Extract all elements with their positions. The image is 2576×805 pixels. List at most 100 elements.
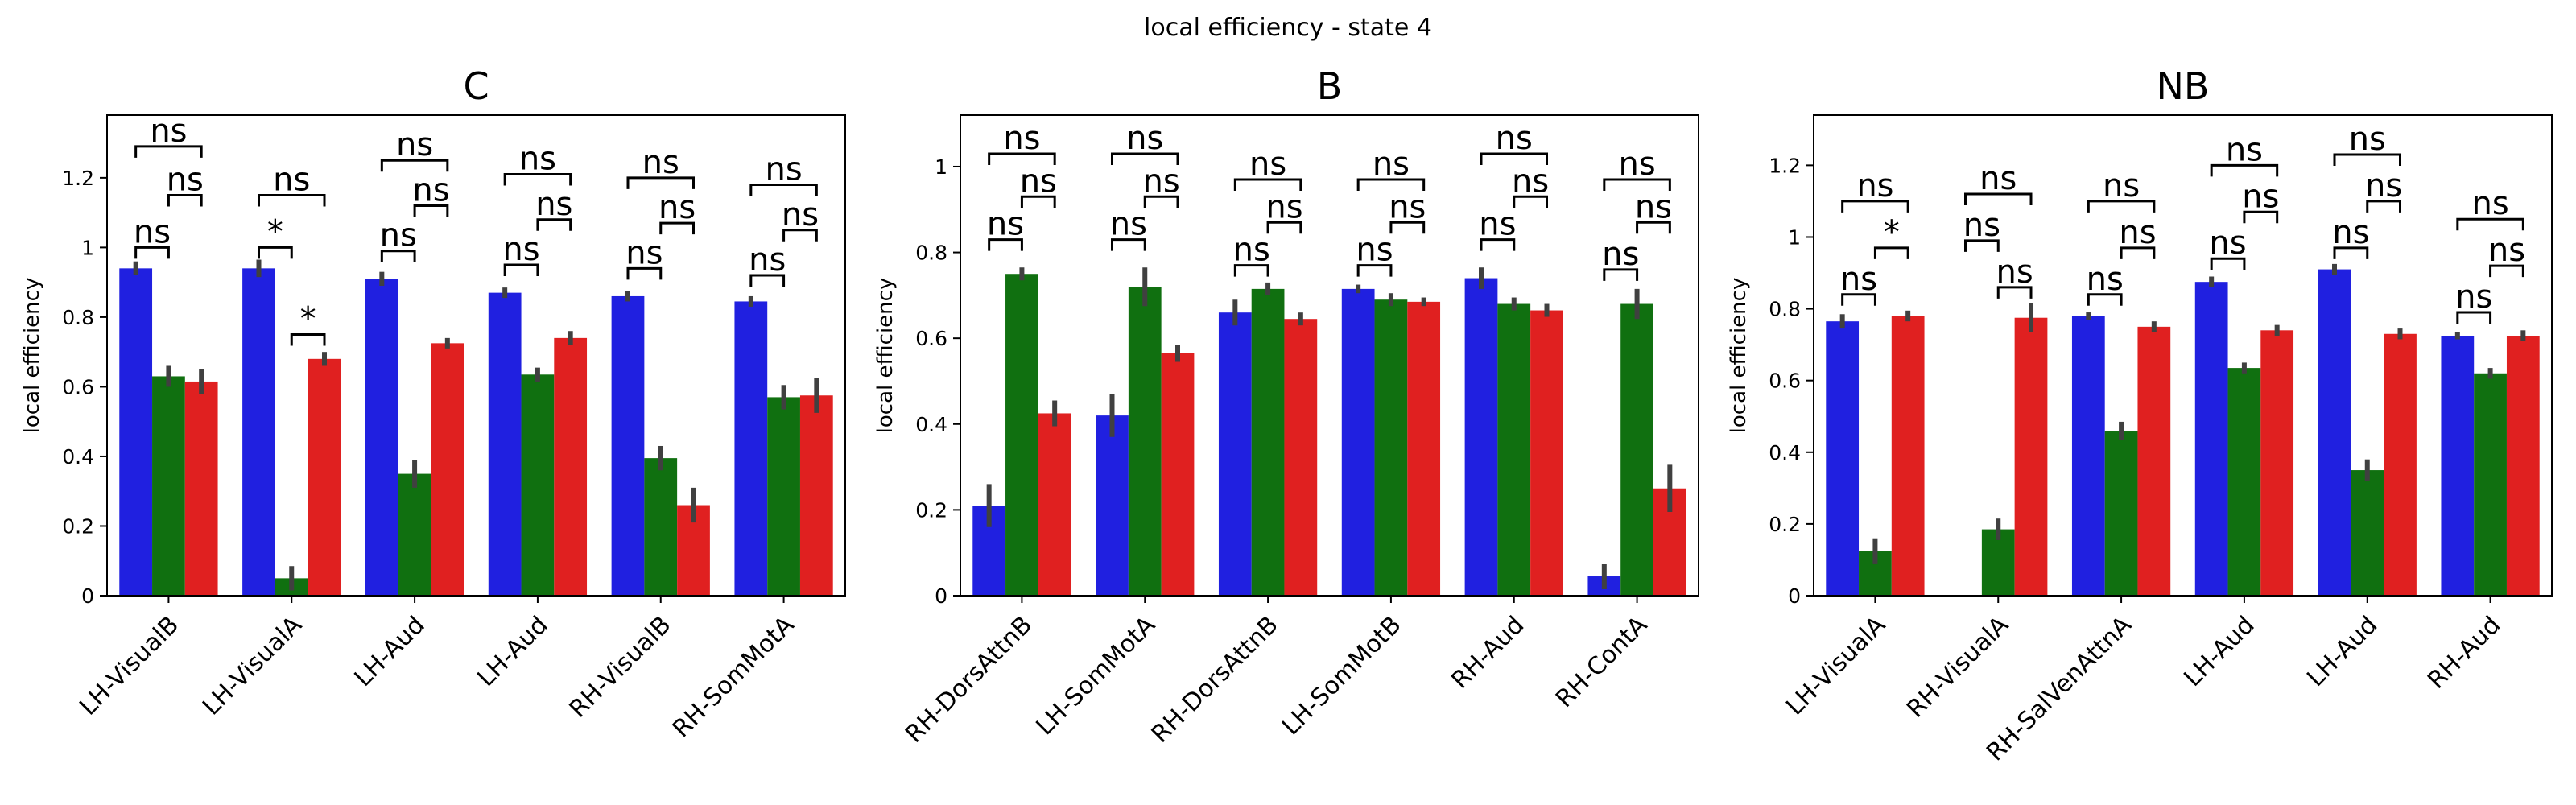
significance-bracket — [1233, 178, 1302, 191]
bar — [644, 458, 678, 596]
significance-bracket — [1636, 221, 1671, 234]
significance-bracket — [988, 238, 1023, 251]
bar — [2351, 470, 2384, 596]
x-tick-label: LH-Aud — [2301, 611, 2383, 692]
significance-label: ns — [1618, 146, 1655, 183]
significance-label: ns — [535, 186, 572, 223]
significance-label: ns — [412, 171, 449, 208]
significance-label: ns — [1389, 188, 1426, 225]
bar — [2104, 431, 2138, 596]
bar — [1096, 415, 1129, 596]
significance-bracket — [749, 274, 786, 287]
significance-bracket — [1233, 264, 1269, 277]
panel-nb: NBns*nsnsnsnsnsnsnsnsnsnsnsnsnsnsnsns00.… — [1727, 64, 2553, 766]
bar — [2260, 330, 2294, 596]
panel-title: NB — [2157, 64, 2210, 108]
significance-bracket — [1963, 239, 2000, 252]
bar — [1284, 319, 1318, 596]
significance-bracket — [1356, 264, 1393, 277]
significance-bracket — [626, 266, 663, 280]
significance-label: ns — [1003, 120, 1040, 157]
significance-label: ns — [2365, 167, 2402, 204]
bar — [308, 358, 341, 596]
significance-bracket — [749, 184, 818, 196]
significance-bracket — [2366, 200, 2402, 213]
bar — [2014, 317, 2048, 596]
significance-bracket — [2333, 246, 2369, 259]
y-tick-label: 0.6 — [1769, 369, 1801, 393]
significance-label: ns — [2471, 185, 2508, 222]
significance-label: ns — [1479, 206, 1516, 243]
significance-label: ns — [150, 113, 187, 150]
x-tick-label: LH-VisualA — [197, 611, 308, 721]
panel-title: B — [1317, 64, 1343, 108]
significance-bracket — [1020, 195, 1056, 208]
significance-bracket — [2087, 200, 2156, 213]
significance-bracket — [2087, 293, 2123, 306]
x-tick-label: LH-VisualB — [74, 611, 184, 721]
significance-label: ns — [380, 217, 417, 254]
x-tick-label: RH-ContA — [1550, 611, 1653, 713]
significance-bracket — [134, 145, 203, 158]
y-tick-label: 0.4 — [915, 413, 947, 436]
significance-bracket — [380, 159, 449, 172]
bar — [184, 381, 218, 596]
bar — [1981, 529, 2015, 596]
x-tick-label: RH-VisualA — [1901, 611, 2014, 724]
significance-label: ns — [987, 206, 1024, 243]
significance-bracket — [1603, 268, 1639, 281]
significance-label: ns — [658, 189, 696, 226]
y-tick-label: 0.8 — [915, 242, 947, 265]
significance-label: ns — [1249, 146, 1286, 183]
y-tick-label: 0.8 — [1769, 298, 1801, 321]
bar — [611, 295, 645, 596]
significance-bracket — [1356, 178, 1426, 191]
y-tick-label: 0.6 — [62, 375, 94, 398]
significance-bracket — [1841, 293, 1876, 306]
significance-bracket — [1110, 152, 1179, 165]
bar — [1005, 274, 1038, 596]
significance-label: * — [300, 301, 316, 338]
x-tick-label: LH-VisualA — [1781, 611, 1891, 721]
significance-label: ns — [2242, 178, 2279, 215]
y-tick-label: 0.2 — [1769, 513, 1801, 536]
bar — [431, 343, 464, 596]
bar — [2441, 335, 2475, 596]
axes-frame — [1813, 114, 2553, 597]
x-tick-label: RH-Aud — [2422, 611, 2506, 695]
significance-label: ns — [273, 162, 310, 199]
significance-label: ns — [2488, 232, 2525, 269]
bar — [1341, 288, 1375, 596]
significance-bracket — [536, 218, 572, 231]
bar — [1497, 303, 1531, 596]
significance-label: ns — [2455, 279, 2492, 316]
significance-bracket — [1143, 195, 1179, 208]
significance-label: ns — [1143, 163, 1180, 200]
significance-label: ns — [1126, 120, 1163, 157]
significance-bracket — [1110, 238, 1146, 251]
axes-frame — [960, 114, 1699, 597]
significance-label: ns — [625, 234, 663, 271]
y-tick-label: 1.2 — [62, 167, 94, 190]
y-tick-label: 1.2 — [1769, 154, 1801, 177]
bar — [1530, 310, 1563, 596]
significance-label: ns — [1856, 167, 1893, 204]
significance-bracket — [1603, 178, 1671, 191]
significance-label: ns — [1963, 207, 2000, 244]
significance-label: ns — [396, 126, 433, 163]
bar — [398, 473, 431, 596]
significance-bracket — [257, 246, 293, 259]
x-tick-label: RH-Aud — [1446, 611, 1530, 695]
significance-label: ns — [519, 141, 556, 178]
y-axis-label: local efficiency — [1727, 278, 1751, 434]
significance-label: ns — [2349, 121, 2386, 158]
bar — [1826, 321, 1860, 596]
y-tick-label: 0 — [81, 584, 94, 608]
significance-label: ns — [2119, 214, 2156, 251]
significance-label: ns — [167, 162, 204, 199]
significance-label: ns — [1496, 120, 1533, 157]
significance-bracket — [1996, 286, 2033, 299]
significance-bracket — [2333, 153, 2402, 167]
bar — [1038, 413, 1071, 596]
bar — [1128, 287, 1162, 596]
